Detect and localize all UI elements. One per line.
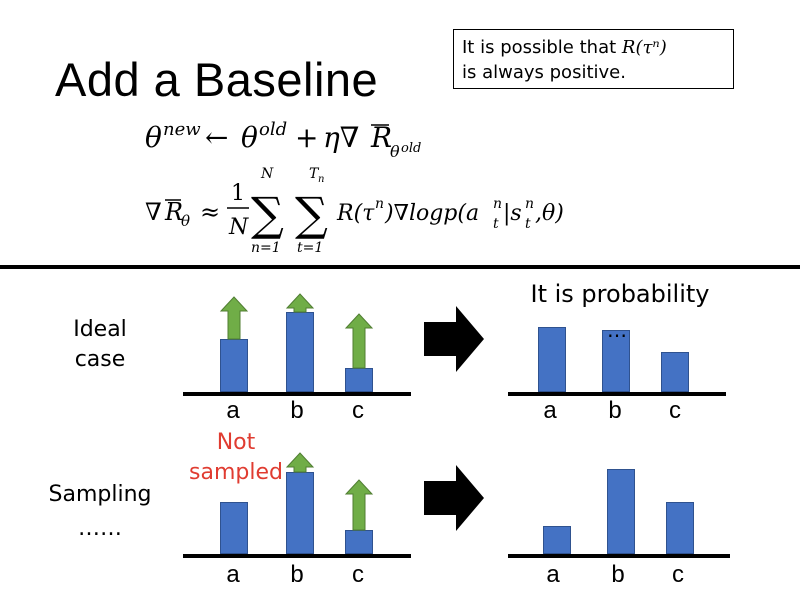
up-arrow-2 (344, 479, 374, 531)
sampling-left-axis (183, 554, 411, 558)
svg-text:n: n (375, 196, 384, 212)
svg-text:≈: ≈ (200, 198, 220, 226)
sampling-right-chart (508, 434, 730, 554)
ideal-case-label: Ideal case (50, 315, 150, 375)
not-sampled-note: Not sampled (182, 428, 290, 488)
ideal-result-bar-c (661, 352, 689, 392)
update-equation: θ new ← θ old + η∇ R θ old (145, 115, 475, 170)
ideal-arrows (219, 293, 374, 369)
ideal-result-bar-b (602, 330, 630, 392)
sampling-label: Sampling …… (40, 478, 160, 546)
sampling-result-bar-a (543, 526, 571, 554)
svg-text:∑: ∑ (295, 187, 328, 241)
svg-text:new: new (163, 119, 201, 140)
svg-text:θ: θ (145, 121, 162, 154)
svg-text:R: R (164, 198, 183, 226)
sampling-tick-c: c (352, 561, 364, 588)
note-line-2: is always positive. (462, 62, 626, 83)
ideal-result-bar-a (538, 327, 566, 392)
svg-text:old: old (401, 141, 421, 156)
not-sampled-line-1: Not (216, 430, 256, 455)
svg-text:1: 1 (231, 181, 245, 206)
svg-text:n=1: n=1 (251, 240, 281, 256)
up-arrow-0 (219, 296, 249, 340)
svg-text:∑: ∑ (251, 187, 284, 241)
ideal-right-axis (508, 392, 726, 396)
up-arrow-1 (285, 293, 315, 313)
sampling-transition-arrow (424, 465, 484, 531)
ideal-case-label-line-1: Ideal (73, 317, 127, 342)
ideal-tick-c: c (352, 397, 364, 424)
up-arrow-1 (285, 452, 315, 473)
svg-text:θ: θ (181, 212, 190, 230)
svg-text:N: N (260, 166, 274, 182)
sampling-result-tick-a: a (546, 561, 560, 588)
svg-text:t: t (525, 216, 531, 232)
sampling-arrows (285, 452, 374, 531)
ideal-case-label-line-2: case (74, 347, 126, 372)
svg-text:t: t (493, 216, 499, 232)
note-box: It is possible that R(τⁿ) is always posi… (453, 29, 734, 89)
ideal-bar-b (286, 312, 314, 392)
svg-text:η∇: η∇ (323, 121, 359, 154)
svg-text:+: + (295, 121, 318, 154)
gradient-equation: ∇ R θ ≈ 1 N N ∑ n=1 T n ∑ t=1 R(τ n )∇lo… (145, 162, 605, 267)
note-line-1: It is possible that R(τⁿ) (462, 35, 725, 60)
sampling-result-tick-c: c (672, 561, 684, 588)
sampling-tick-b: b (290, 561, 304, 588)
not-sampled-line-2: sampled (189, 460, 283, 485)
sampling-tick-a: a (226, 561, 240, 588)
ideal-tick-b: b (290, 397, 304, 424)
ideal-tick-a: a (226, 397, 240, 424)
probability-label: It is probability (530, 280, 710, 308)
note-line-1-text: It is possible that (462, 37, 622, 58)
svg-text:t=1: t=1 (297, 240, 323, 256)
ideal-transition-arrow (424, 306, 484, 372)
svg-text:old: old (259, 119, 287, 140)
sampling-result-bar-c (666, 502, 694, 554)
sampling-right-axis (508, 554, 730, 558)
section-divider (0, 265, 800, 269)
sampling-bar-c (345, 530, 373, 554)
ideal-left-chart (183, 272, 411, 392)
ideal-result-tick-c: c (669, 397, 681, 424)
ideal-left-axis (183, 392, 411, 396)
slide-title: Add a Baseline (55, 53, 379, 106)
sampling-result-tick-b: b (611, 561, 625, 588)
gradient-equation-svg: ∇ R θ ≈ 1 N N ∑ n=1 T n ∑ t=1 R(τ n )∇lo… (145, 166, 564, 256)
svg-text:n: n (318, 174, 324, 185)
svg-text:T: T (309, 166, 320, 182)
sampling-result-bar-b (607, 469, 635, 554)
ideal-right-chart (508, 272, 726, 392)
svg-text:n: n (525, 196, 534, 212)
svg-text:θ: θ (390, 142, 400, 161)
ideal-ellipsis: … (607, 318, 627, 342)
sampling-bar-a (220, 502, 248, 554)
svg-text:∇: ∇ (145, 198, 162, 226)
note-line-1-math: R(τⁿ) (621, 37, 667, 58)
svg-text:←: ← (205, 121, 228, 154)
up-arrow-2 (344, 313, 374, 369)
ideal-result-tick-a: a (543, 397, 557, 424)
svg-text:)∇logp(a: )∇logp(a (384, 201, 479, 226)
svg-text:N: N (228, 215, 249, 240)
sampling-label-line-1: Sampling (48, 482, 152, 507)
sampling-left-chart (183, 434, 411, 554)
update-equation-svg: θ new ← θ old + η∇ R θ old (145, 119, 421, 161)
svg-text:n: n (493, 196, 502, 212)
ideal-result-tick-b: b (608, 397, 622, 424)
svg-text:θ: θ (241, 121, 258, 154)
svg-text:R: R (370, 121, 392, 154)
sampling-label-line-2: …… (78, 516, 122, 541)
svg-text:,θ): ,θ) (535, 201, 564, 226)
svg-text:|s: |s (503, 201, 522, 226)
svg-text:R(τ: R(τ (336, 201, 375, 226)
